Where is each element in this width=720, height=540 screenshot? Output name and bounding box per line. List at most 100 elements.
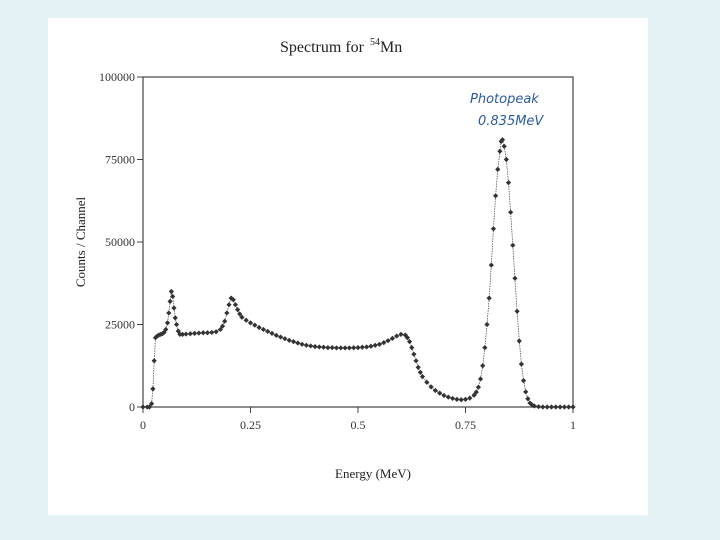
data-point (342, 345, 348, 351)
data-point (224, 310, 230, 316)
chart-page: Spectrum for 54Mn 0 25000 50000 75000 100000 … (48, 18, 648, 515)
x-axis-title: Energy (MeV) (335, 466, 411, 481)
data-point (163, 326, 169, 333)
data-point (407, 339, 413, 345)
data-point (325, 345, 331, 351)
data-point (213, 329, 219, 335)
data-point (364, 344, 370, 350)
data-point (437, 390, 443, 396)
data-point (510, 242, 516, 248)
data-point (409, 345, 415, 351)
data-point (514, 308, 520, 314)
data-point (467, 395, 473, 401)
data-point (523, 389, 529, 395)
data-point (200, 330, 206, 336)
data-point (368, 343, 374, 349)
data-point (499, 137, 506, 143)
data-point (454, 396, 460, 403)
data-point (299, 341, 305, 347)
data-point (151, 358, 157, 364)
data-point (149, 401, 155, 407)
data-point (154, 333, 160, 339)
data-point (232, 302, 239, 308)
data-point (359, 344, 365, 350)
data-point (389, 335, 395, 341)
data-point (260, 326, 266, 333)
y-tick-label: 0 (129, 400, 135, 414)
data-point (290, 339, 297, 345)
data-point (265, 328, 271, 335)
data-point (278, 334, 284, 340)
data-point (303, 342, 309, 348)
data-point (140, 404, 146, 410)
data-point (150, 386, 156, 392)
data-point (312, 344, 318, 350)
data-point (495, 166, 501, 172)
data-point (269, 330, 275, 337)
data-point (228, 295, 234, 301)
data-point (239, 314, 245, 320)
data-point (417, 369, 423, 375)
data-point (413, 358, 419, 364)
data-series (140, 137, 576, 410)
y-tick-label: 50000 (105, 235, 135, 249)
data-point (503, 156, 509, 163)
data-point (179, 331, 186, 337)
data-point (173, 321, 180, 328)
data-point (477, 376, 484, 382)
data-point (505, 180, 512, 186)
data-point (333, 345, 340, 351)
data-point (529, 402, 535, 408)
data-point (321, 344, 327, 350)
data-point (462, 396, 469, 403)
data-point (209, 329, 215, 336)
data-point (398, 331, 404, 337)
data-point (441, 392, 447, 399)
data-point (548, 404, 555, 410)
data-point (372, 342, 378, 348)
data-point (219, 323, 226, 329)
data-point (226, 302, 232, 308)
data-point (385, 338, 391, 344)
data-point (450, 395, 456, 402)
data-point (536, 404, 542, 410)
data-point (501, 143, 507, 149)
data-point (497, 148, 503, 154)
x-axis: 0 0.25 0.5 0.75 1 (140, 407, 576, 432)
annotation-line-2: 0.835MeV (478, 114, 544, 129)
data-point (282, 336, 288, 342)
y-tick-label: 75000 (105, 153, 135, 167)
y-tick-label: 25000 (105, 318, 135, 332)
data-point (196, 330, 202, 336)
data-point (419, 374, 426, 380)
data-point (164, 320, 171, 326)
data-point (490, 226, 497, 232)
data-point (166, 310, 172, 316)
data-point (295, 340, 301, 346)
data-point (273, 332, 279, 338)
data-point (329, 345, 335, 351)
data-point (171, 305, 177, 311)
data-point (230, 297, 236, 303)
data-point (570, 404, 576, 410)
data-point (217, 326, 223, 333)
data-point (520, 378, 527, 384)
data-point (475, 384, 481, 390)
data-point (424, 379, 430, 385)
data-point (540, 404, 546, 410)
data-point (544, 404, 550, 410)
data-point (376, 341, 383, 347)
data-point (222, 318, 228, 324)
data-point (561, 404, 567, 410)
data-point (531, 403, 537, 409)
data-point (256, 324, 262, 331)
y-tick-label: 100000 (99, 70, 135, 84)
data-point (243, 317, 249, 323)
data-point (516, 338, 522, 344)
data-point (192, 330, 198, 337)
photopeak-annotation: Photopeak 0.835MeV (470, 92, 544, 129)
data-point (508, 209, 514, 215)
data-point (235, 307, 241, 313)
data-point (473, 389, 479, 395)
data-point (566, 404, 572, 410)
